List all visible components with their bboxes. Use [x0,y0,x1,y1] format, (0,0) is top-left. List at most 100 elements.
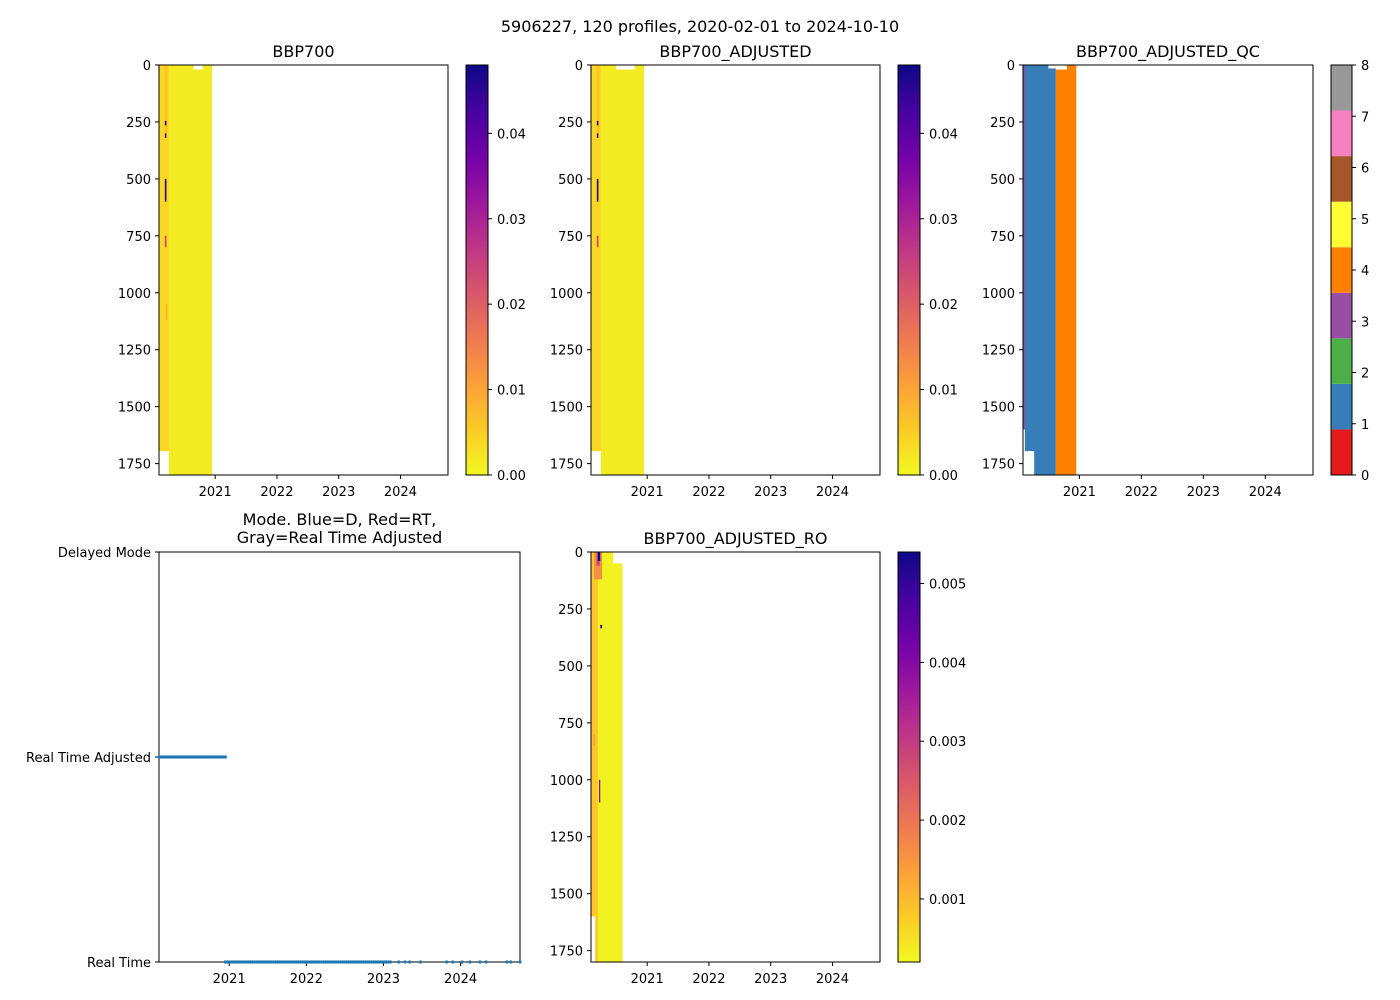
bbp700-adjusted-ro-high-value-streak [593,734,595,746]
bbp700-adjusted-qc-colorbar-tick-label: 4 [1361,264,1369,279]
mode-point-real-time [418,960,423,964]
bbp700-adjusted-qc-colorbar-tick-label: 6 [1361,162,1369,177]
bbp700-adjusted-ro-colorbar-frame [897,551,921,963]
bbp700-adjusted-colorbar-tick-label: 0.01 [929,384,958,399]
bbp700-colorbar-tick-label: 0.00 [497,469,526,484]
bbp700-adjusted-colorbar-frame [897,64,921,476]
bbp700-adjusted-qc-ytick-label: 1750 [982,458,1015,473]
bbp700-adjusted-qc-missing-data [1055,65,1067,70]
panel-bbp700: 0 250 500 750 1000 1250 1500 1750 2021 2022 2023 20… [118,42,526,500]
bbp700-adjusted-qc-colorbar-tick-label: 1 [1361,418,1369,433]
bbp700-adjusted-missing-data [616,65,635,70]
bbp700-adjusted-qc-colorbar-segment-5 [1331,201,1352,248]
bbp700-ytick-label: 1500 [118,401,151,416]
bbp700-adjusted-qc-axes-frame [1022,64,1314,476]
bbp700-adjusted-colorbar-tick-label: 0.03 [929,213,958,228]
bbp700-adjusted-axes-frame [590,64,881,476]
bbp700-missing-data [159,451,169,475]
bbp700-ytick-label: 0 [143,59,151,74]
panel-mode: Real Time Real Time Adjusted Delayed Mode 2… [26,510,522,987]
bbp700-adjusted-high-value-streak [596,235,599,248]
bbp700-colorbar-tick-label: 0.04 [497,127,526,142]
bbp700-adjusted-xtick-label: 2023 [754,485,787,500]
mode-point-real-time [408,960,412,964]
bbp700-adjusted-qc-ytick-label: 250 [990,116,1015,131]
mode-xtick-label: 2023 [367,972,400,987]
mode-point-real-time [451,960,455,964]
mode-point-real-time [468,960,472,964]
bbp700-adjusted-ro-high-value-streak [599,779,601,803]
bbp700-xtick-label: 2023 [322,485,355,500]
bbp700-adjusted-ro-xtick-label: 2024 [816,972,849,987]
bbp700-adjusted-qc-missing-data [1023,451,1035,475]
bbp700-adjusted-high-value-streak [596,120,599,126]
mode-title-line: Mode. Blue=D, Red=RT, [243,510,437,529]
bbp700-adjusted-qc-xtick-label: 2021 [1063,485,1096,500]
bbp700-ytick-label: 500 [126,173,151,188]
bbp700-adjusted-qc-colorbar-segment-7 [1331,110,1352,157]
bbp700-adjusted-qc-xtick-label: 2023 [1187,485,1220,500]
bbp700-adjusted-ro-title: BBP700_ADJUSTED_RO [644,529,828,549]
mode-point-real-time [509,960,513,964]
bbp700-adjusted-ytick-label: 1000 [550,287,583,302]
bbp700-adjusted-qc-colorbar-segment-4 [1331,247,1352,293]
mode-point-real-time-adjusted [223,755,227,759]
bbp700-adjusted-qc-ytick-label: 1500 [982,401,1015,416]
bbp700-xtick-label: 2024 [384,485,417,500]
mode-ytick-label: Delayed Mode [58,546,151,561]
mode-xtick-label: 2022 [290,972,323,987]
bbp700-title: BBP700 [272,42,334,61]
mode-point-real-time [397,960,401,964]
bbp700-value-patch [165,304,168,321]
bbp700-adjusted-missing-data [591,451,601,475]
bbp700-adjusted-qc-qc-block-flag-1 [1023,65,1056,475]
mode-point-real-time [403,960,407,964]
bbp700-adjusted-qc-colorbar-tick-label: 8 [1361,59,1369,74]
bbp700-adjusted-ro-xtick-label: 2022 [692,972,725,987]
bbp700-ytick-label: 250 [126,116,151,131]
bbp700-adjusted-qc-xtick-label: 2022 [1125,485,1158,500]
mode-point-real-time [478,960,482,964]
bbp700-adjusted-qc-xtick-label: 2024 [1249,485,1282,500]
mode-title-line: Gray=Real Time Adjusted [237,528,443,547]
bbp700-adjusted-ro-high-value-streak [600,624,603,629]
bbp700-adjusted-value-patch [591,65,601,475]
bbp700-adjusted-high-value-streak [596,133,599,138]
bbp700-adjusted-qc-colorbar-segment-1 [1331,383,1352,430]
bbp700-adjusted-ro-xtick-label: 2023 [754,972,787,987]
mode-ytick-label: Real Time Adjusted [26,751,151,766]
bbp700-adjusted-qc-missing-data [1023,429,1025,452]
bbp700-adjusted-qc-colorbar-segment-2 [1331,338,1352,384]
bbp700-adjusted-colorbar-tick-label: 0.00 [929,469,958,484]
bbp700-adjusted-ytick-label: 1500 [550,401,583,416]
bbp700-adjusted-xtick-label: 2021 [631,485,664,500]
bbp700-xtick-label: 2022 [260,485,293,500]
bbp700-adjusted-qc-colorbar-segment-8 [1331,65,1352,111]
mode-xtick-label: 2024 [444,972,477,987]
bbp700-adjusted-ytick-label: 250 [558,116,583,131]
bbp700-adjusted-ro-ytick-label: 1750 [550,945,583,960]
bbp700-adjusted-qc-qc-block-flag-3 [1023,65,1025,430]
bbp700-high-value-streak [164,120,167,126]
bbp700-adjusted-ro-axes-frame [590,551,881,963]
bbp700-adjusted-ro-ytick-label: 0 [575,546,583,561]
bbp700-adjusted-xtick-label: 2024 [816,485,849,500]
bbp700-adjusted-qc-ytick-label: 0 [1007,59,1015,74]
bbp700-adjusted-colorbar-tick-label: 0.04 [929,127,958,142]
bbp700-adjusted-ro-ytick-label: 1500 [550,888,583,903]
bbp700-adjusted-qc-colorbar-tick-label: 3 [1361,315,1369,330]
bbp700-colorbar-frame [465,64,489,476]
bbp700-xtick-label: 2021 [199,485,232,500]
bbp700-adjusted-ytick-label: 1250 [550,344,583,359]
bbp700-adjusted-value-patch [596,65,600,134]
bbp700-adjusted-ro-plot-area [591,552,880,962]
mode-point-real-time [505,960,509,964]
bbp700-adjusted-ro-missing-data [591,916,596,962]
bbp700-ytick-label: 1000 [118,287,151,302]
bbp700-adjusted-qc-colorbar-tick-label: 0 [1361,469,1369,484]
bbp700-adjusted-ro-ytick-label: 1000 [550,774,583,789]
bbp700-adjusted-qc-colorbar-segment-3 [1331,292,1352,339]
mode-ytick-label: Real Time [87,956,151,971]
